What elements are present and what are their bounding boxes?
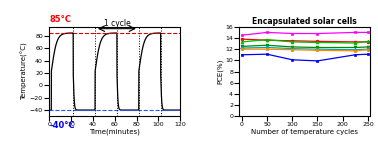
- Y-axis label: Temperature(°C): Temperature(°C): [21, 43, 28, 100]
- Title: Encapsulated solar cells: Encapsulated solar cells: [253, 17, 357, 26]
- Y-axis label: PCE(%): PCE(%): [217, 59, 224, 84]
- Text: 1 cycle: 1 cycle: [104, 19, 130, 28]
- Text: 85°C: 85°C: [49, 15, 71, 24]
- Text: -40°C: -40°C: [49, 121, 75, 130]
- X-axis label: Number of temperature cycles: Number of temperature cycles: [251, 129, 358, 135]
- X-axis label: Time(minutes): Time(minutes): [89, 129, 140, 135]
